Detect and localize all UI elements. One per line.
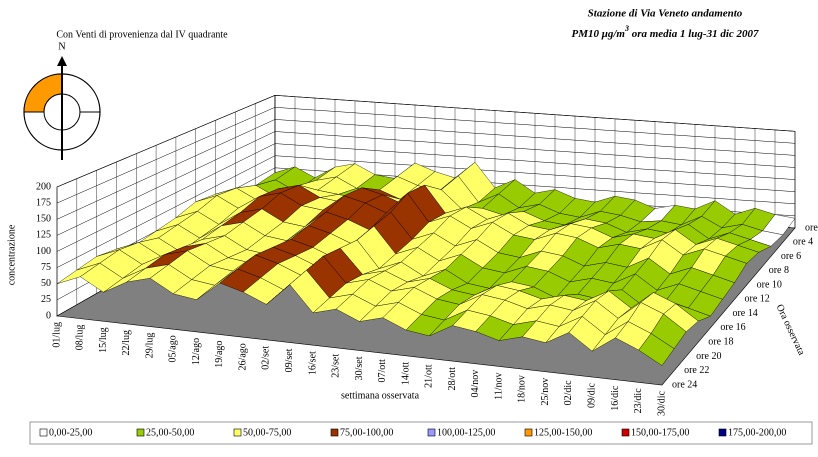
- x-tick-label: 15/lug: [98, 327, 109, 353]
- z-tick-label: ore 8: [769, 265, 789, 276]
- x-tick-label: 05/ago: [168, 335, 179, 362]
- grid-line: [56, 107, 796, 204]
- chart-title: Con Venti di provenienza dal IV quadrant…: [56, 29, 228, 40]
- legend-swatch: [136, 428, 145, 437]
- z-tick-label: ore 16: [720, 322, 745, 333]
- x-tick-label: 30/dic: [656, 390, 667, 416]
- z-tick-label: ore 12: [745, 294, 770, 305]
- z-axis-label: Ora osservata: [774, 303, 807, 358]
- legend-label: 25,00-50,00: [146, 427, 194, 438]
- legend-swatch: [233, 428, 242, 437]
- legend-label: 175,00-200,00: [728, 427, 786, 438]
- y-tick-label: 100: [36, 246, 51, 257]
- z-tick-label: ore 20: [696, 351, 721, 362]
- legend-label: 75,00-100,00: [340, 427, 393, 438]
- y-tick-label: 25: [41, 294, 51, 305]
- grid-line: [56, 119, 796, 220]
- z-tick-label: ore 10: [757, 279, 782, 290]
- z-tick-label: ore 4: [793, 237, 813, 248]
- x-tick-label: 30/set: [354, 356, 365, 380]
- x-tick-label: 28/ott: [447, 367, 458, 391]
- legend-label: 100,00-125,00: [437, 427, 495, 438]
- subtitle-period: ora media 1 lug-31 dic 2007: [629, 28, 759, 40]
- y-tick-label: 0: [46, 310, 51, 321]
- legend-swatch: [524, 428, 533, 437]
- y-tick-label: 125: [36, 230, 51, 241]
- legend-label: 150,00-175,00: [631, 427, 689, 438]
- y-axis-label: concentrazione: [6, 224, 17, 285]
- x-tick-label: 04/nov: [470, 370, 481, 398]
- grid-line: [56, 95, 796, 188]
- z-tick-label: ore 18: [708, 336, 733, 347]
- x-tick-label: 12/ago: [191, 338, 202, 365]
- x-tick-label: 23/set: [331, 354, 342, 378]
- compass-label: N: [58, 41, 65, 52]
- x-tick-label: 09/dic: [586, 382, 597, 408]
- z-tick-label: ore 22: [684, 365, 709, 376]
- z-tick-label: ore 2: [805, 222, 818, 233]
- x-tick-label: 11/nov: [493, 372, 504, 399]
- legend-swatch: [621, 428, 630, 437]
- y-tick-label: 200: [36, 181, 51, 192]
- subtitle: PM10 μg/m3 ora media 1 lug-31 dic 2007: [571, 24, 759, 40]
- legend-swatch: [330, 428, 339, 437]
- x-tick-label: 09/set: [284, 348, 295, 372]
- y-tick-label: 150: [36, 214, 51, 225]
- legend-swatch: [718, 428, 727, 437]
- grid-line: [56, 155, 796, 268]
- x-tick-label: 18/nov: [517, 375, 528, 403]
- subtitle-exp: 3: [624, 24, 629, 33]
- x-tick-label: 23/dic: [633, 388, 644, 414]
- grid-line: [56, 143, 796, 252]
- compass: N: [23, 41, 101, 160]
- plot: 0 25 50 75 100 125 150 175 200 01/lug 08/lug 15/lug…: [6, 94, 818, 416]
- x-tick-label: 22/lug: [121, 330, 132, 356]
- station-title: Stazione di Via Veneto andamento: [588, 8, 743, 20]
- x-tick-label: 16/set: [307, 351, 318, 375]
- grid-line: [56, 131, 796, 236]
- z-tick-label: ore 24: [672, 379, 697, 390]
- x-tick-label: 16/dic: [610, 385, 621, 411]
- x-tick-label: 14/ott: [400, 362, 411, 386]
- legend-swatch: [427, 428, 436, 437]
- x-tick-label: 29/lug: [144, 333, 155, 359]
- x-tick-label: 25/nov: [540, 378, 551, 406]
- x-tick-label: 26/ago: [237, 343, 248, 370]
- x-tick-label: 21/ott: [424, 364, 435, 388]
- z-tick-label: ore 14: [732, 308, 757, 319]
- x-tick-label: 07/ott: [377, 359, 388, 383]
- x-axis-label: settimana osservata: [341, 390, 420, 401]
- legend-label: 0,00-25,00: [49, 427, 92, 438]
- x-tick-label: 08/lug: [75, 325, 86, 351]
- legend-label: 125,00-150,00: [534, 427, 592, 438]
- x-tick-label: 02/set: [261, 346, 272, 370]
- legend-swatch: [39, 428, 48, 437]
- z-tick-label: ore 6: [781, 251, 801, 262]
- y-tick-label: 175: [36, 197, 51, 208]
- x-tick-label: 19/ago: [214, 341, 225, 368]
- x-tick-label: 01/lug: [51, 322, 62, 348]
- legend-label: 50,00-75,00: [243, 427, 291, 438]
- x-tick-label: 02/dic: [563, 380, 574, 406]
- y-tick-label: 50: [41, 278, 51, 289]
- legend-box: [29, 421, 813, 445]
- subtitle-unit: μg/m: [601, 28, 626, 40]
- subtitle-pollutant: PM10: [571, 28, 601, 40]
- y-tick-label: 75: [41, 262, 51, 273]
- surface-cell: [638, 333, 675, 366]
